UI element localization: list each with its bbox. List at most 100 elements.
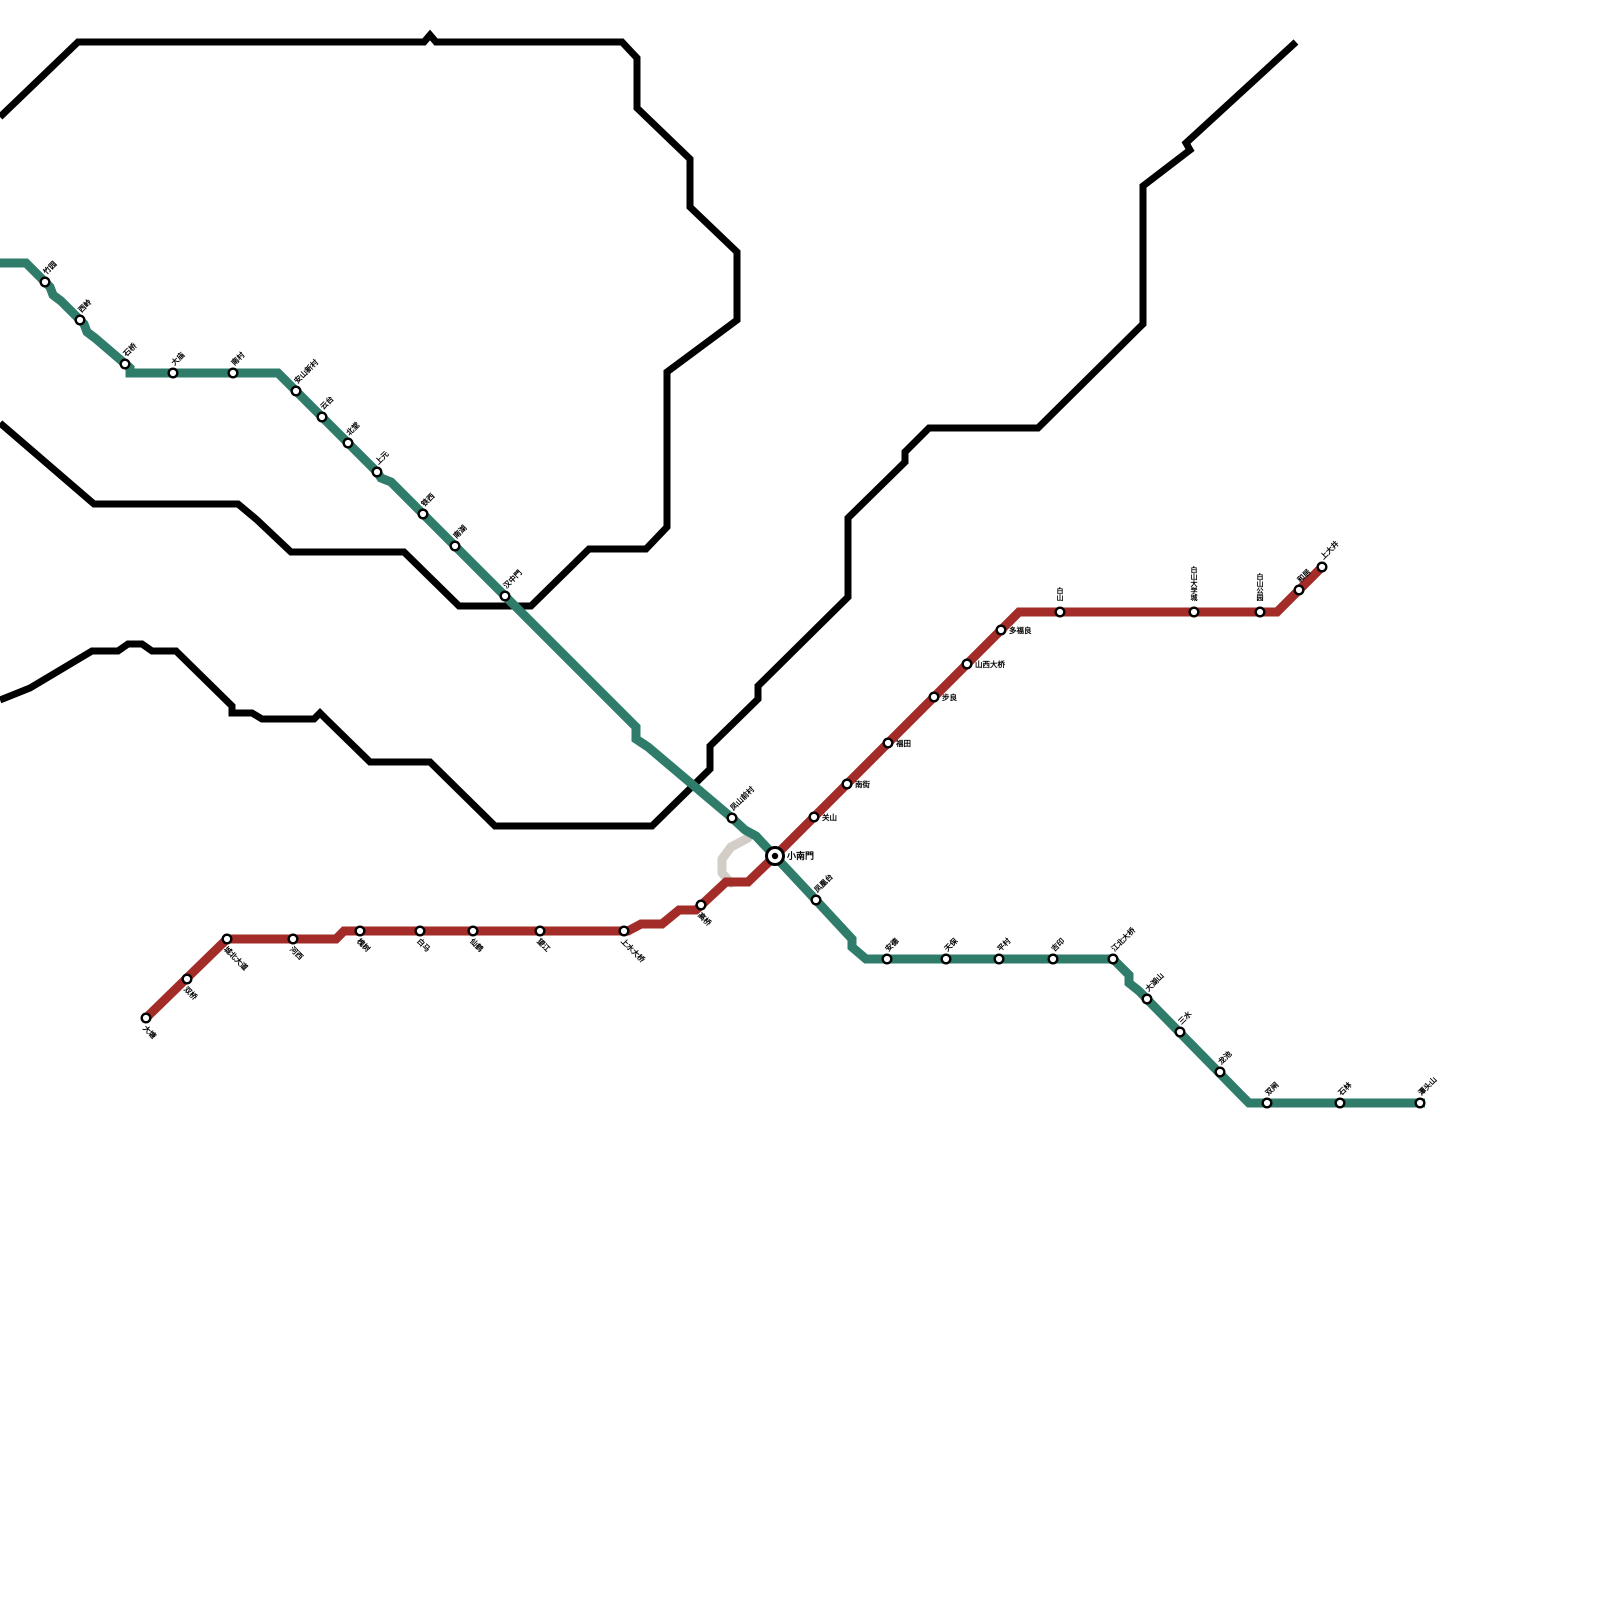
station-marker [534, 925, 546, 937]
station-marker [993, 953, 1005, 965]
station-label: 大塘 [141, 1023, 159, 1041]
station-marker [695, 899, 707, 911]
station-label: 江北大桥 [1109, 925, 1138, 954]
station-label: 南街 [855, 779, 870, 789]
station-marker [287, 933, 299, 945]
green-line [0, 258, 1425, 1108]
red-line [142, 563, 1326, 1022]
station-marker [316, 411, 328, 423]
station-label: 南村 [229, 349, 247, 367]
station-marker [1047, 953, 1059, 965]
station-label: 安山新村 [292, 357, 321, 386]
metro-lines-layer [0, 258, 1425, 1108]
station-marker [995, 624, 1007, 636]
station-marker [167, 367, 179, 379]
station-label: 白马 [415, 936, 433, 954]
station-label: 白山公园 [1257, 572, 1264, 602]
station-marker [227, 367, 239, 379]
stations-layer [39, 276, 1426, 1109]
station-marker [1254, 606, 1266, 618]
station-label: 关山 [822, 812, 837, 822]
station-marker [810, 894, 822, 906]
station-label: 南湖 [451, 522, 469, 540]
station-label: 大湖山 [1143, 970, 1166, 993]
station-marker [1214, 1066, 1226, 1078]
station-marker [354, 925, 366, 937]
station-marker [371, 466, 383, 478]
station-label: 山西大桥 [975, 659, 1005, 669]
station-marker [928, 691, 940, 703]
station-label: 上大井 [1318, 538, 1341, 561]
station-label: 仙鹤 [468, 936, 486, 954]
station-marker [618, 925, 630, 937]
station-marker [808, 811, 820, 823]
station-label: 福田 [895, 738, 911, 748]
station-label: 潭头山 [1416, 1074, 1439, 1097]
railway-lines-layer [0, 29, 1299, 830]
station-label: 双桥 [182, 984, 200, 1002]
station-marker [881, 953, 893, 965]
station-marker [841, 778, 853, 790]
interchange-marker-center [771, 852, 779, 860]
station-marker [1334, 1097, 1346, 1109]
station-label: 平村 [995, 935, 1013, 953]
station-label: 天保 [942, 935, 960, 953]
station-marker [940, 953, 952, 965]
station-marker [1261, 1097, 1273, 1109]
station-marker [39, 276, 51, 288]
station-marker [181, 973, 193, 985]
station-marker [1316, 561, 1328, 573]
station-marker [726, 812, 738, 824]
interchange-label: 小南門 [786, 850, 814, 862]
connector-under-construction [717, 833, 753, 888]
station-label: 槐树 [354, 935, 373, 954]
station-marker [1054, 606, 1066, 618]
station-label: 西岭 [76, 296, 94, 314]
station-label: 白山大学城 [1191, 565, 1198, 602]
station-marker [119, 358, 131, 370]
station-marker [417, 508, 429, 520]
station-marker [1414, 1097, 1426, 1109]
station-label: 上元 [373, 448, 391, 466]
interchange-layer: 小南門 [765, 846, 814, 866]
station-marker [414, 925, 426, 937]
inactive-segment-layer [717, 833, 753, 888]
station-label: 城北大道 [222, 944, 251, 973]
station-label: 三水 [1176, 1008, 1194, 1026]
station-marker [1174, 1026, 1186, 1038]
station-label: 吉印 [1049, 935, 1067, 953]
station-marker [1293, 584, 1305, 596]
station-label: 石林 [1335, 1079, 1354, 1098]
station-label: 凤凰台 [812, 871, 835, 894]
station-label: 安德 [883, 935, 901, 953]
station-label: 汉中門 [501, 567, 524, 590]
station-marker [882, 737, 894, 749]
station-label: 铁西 [419, 490, 437, 508]
station-label: 步良 [942, 692, 957, 702]
station-marker [290, 385, 302, 397]
station-label: 北堂 [344, 419, 362, 437]
station-label: 大庙 [169, 349, 187, 367]
station-marker [221, 933, 233, 945]
station-marker [140, 1012, 152, 1024]
station-marker [1141, 993, 1153, 1005]
station-label: 白山 [1057, 586, 1064, 602]
station-label: 龙池 [1216, 1048, 1234, 1066]
station-label: 云台 [318, 393, 336, 411]
station-marker [961, 658, 973, 670]
station-label: 多福良 [1009, 625, 1032, 635]
station-marker [74, 314, 86, 326]
railway-southwest-to-northeast [0, 39, 1299, 830]
station-marker [1107, 953, 1119, 965]
station-marker [449, 540, 461, 552]
station-marker [1188, 606, 1200, 618]
station-marker [467, 925, 479, 937]
station-label: 河西 [288, 944, 306, 962]
station-label: 望江 [535, 936, 553, 954]
station-marker [499, 590, 511, 602]
station-label: 上水大桥 [619, 936, 648, 965]
station-marker [342, 437, 354, 449]
